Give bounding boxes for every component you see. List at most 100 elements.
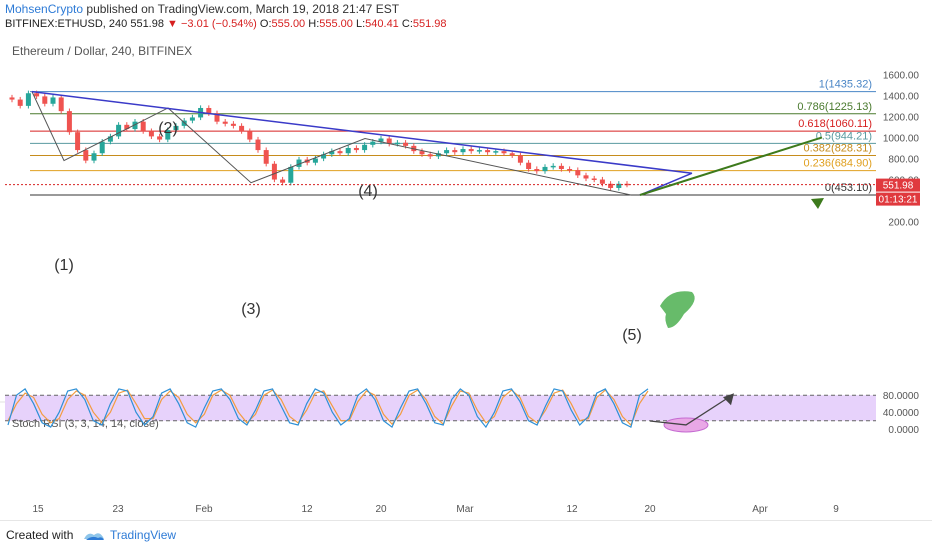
wave-label: (4) (358, 183, 378, 200)
y-tick-label: 1600.00 (883, 70, 920, 81)
candle-body (608, 183, 614, 188)
candle-body (58, 97, 64, 112)
price-tag-text: 551.98 (883, 181, 914, 192)
candle-body (485, 150, 491, 153)
candle-body (99, 141, 105, 154)
candle-body (476, 150, 482, 152)
candle-body (353, 147, 359, 151)
candle-body (83, 150, 89, 161)
candle-body (501, 151, 507, 154)
candle-body (370, 141, 376, 145)
rsi-tick-label: 40.0000 (883, 408, 920, 419)
candle-body (378, 138, 384, 142)
candle-body (42, 96, 48, 104)
wave-label: (3) (241, 301, 261, 318)
y-tick-label: 200.00 (888, 218, 919, 229)
candle-body (460, 149, 466, 153)
candle-body (444, 150, 450, 154)
fib-level-label: 0.236(684.90) (804, 158, 873, 170)
candle-body (271, 163, 277, 180)
candle-body (214, 113, 220, 122)
low-label: L: (355, 18, 366, 30)
fib-level-label: 0.786(1225.13) (797, 101, 872, 113)
candle-body (173, 125, 179, 131)
candle-body (534, 169, 540, 172)
candle-body (206, 107, 212, 114)
close-label: C: (401, 18, 413, 30)
x-tick-label: 12 (566, 504, 578, 515)
candle-body (329, 151, 335, 155)
price-tag (876, 178, 920, 192)
candle-body (17, 99, 23, 106)
countdown-tag (876, 192, 920, 206)
wave-label: (1) (54, 257, 74, 274)
candle-body (550, 165, 556, 168)
candle-body (255, 139, 261, 151)
candle-body (107, 136, 113, 142)
candle-body (148, 131, 154, 137)
candle-body (403, 142, 409, 146)
publish-header: MohsenCrypto published on TradingView.co… (5, 2, 399, 16)
candle-body (263, 150, 269, 164)
x-tick-label: 15 (32, 504, 44, 515)
created-with-label: Created with (6, 528, 74, 542)
fib-level-label: 0.382(828.31) (804, 143, 873, 155)
candle-body (140, 121, 146, 132)
fib-level-label: 1(1435.32) (819, 79, 872, 91)
candle-body (132, 121, 138, 130)
x-tick-label: 12 (301, 504, 313, 515)
candle-body (575, 170, 581, 176)
rsi-forecast-arrowhead-icon (723, 393, 734, 406)
fib-level-label: 0(453.10) (825, 182, 872, 194)
candle-body (9, 97, 15, 100)
candle-body (222, 121, 228, 124)
rsi-k-line (7, 388, 649, 429)
candle-body (509, 153, 515, 156)
low-value: 540.41 (365, 18, 399, 30)
candle-body (599, 179, 605, 184)
wave-label: (2) (158, 120, 178, 137)
candle-body (181, 120, 187, 126)
rsi-forecast-path (649, 394, 733, 426)
x-tick-label: Feb (195, 504, 213, 515)
fib-level-label: 0.618(1060.11) (798, 118, 872, 130)
y-tick-label: 800.00 (888, 155, 919, 166)
chart-title: Ethereum / Dollar, 240, BITFINEX (12, 44, 192, 58)
rsi-tick-label: 80.0000 (883, 391, 920, 402)
elliott-wave-path (31, 91, 632, 196)
x-tick-label: 23 (112, 504, 124, 515)
publish-info: published on TradingView.com, March 19, … (86, 2, 400, 16)
candle-body (230, 123, 236, 126)
candle-body (526, 162, 532, 170)
candle-body (124, 124, 130, 130)
candle-body (542, 166, 548, 172)
rocket-icon (660, 291, 695, 328)
candle-body (427, 154, 433, 157)
candle-body (386, 138, 392, 144)
x-tick-label: Mar (456, 504, 474, 515)
candle-body (583, 175, 589, 179)
price-chart[interactable]: Ethereum / Dollar, 240, BITFINEX 1600.00 1… (0, 38, 932, 520)
candle-body (558, 165, 564, 170)
candle-body (452, 150, 458, 153)
symbol-header: BITFINEX:ETHUSD, 240 551.98 ▼ −3.01 (−0.… (5, 18, 447, 30)
candle-body (165, 130, 171, 140)
candle-body (157, 136, 163, 140)
candle-body (312, 158, 318, 163)
y-tick-label: 1000.00 (883, 133, 920, 144)
countdown-text: 01:13:21 (879, 195, 918, 206)
tradingview-brand-link[interactable]: TradingView (110, 528, 177, 542)
x-tick-label: Apr (752, 504, 768, 515)
fib-level-label: 0.5(944.21) (816, 130, 872, 142)
candle-body (50, 97, 56, 104)
candle-body (75, 132, 81, 151)
candle-body (239, 125, 245, 132)
candle-body (345, 147, 351, 154)
y-tick-label: 1200.00 (883, 112, 920, 123)
candle-body (362, 144, 368, 151)
candle-body (394, 142, 400, 145)
candle-body (247, 131, 253, 140)
down-arrow-icon: ▼ (167, 18, 178, 30)
close-value: 551.98 (412, 18, 447, 30)
author-link[interactable]: MohsenCrypto (5, 2, 84, 16)
